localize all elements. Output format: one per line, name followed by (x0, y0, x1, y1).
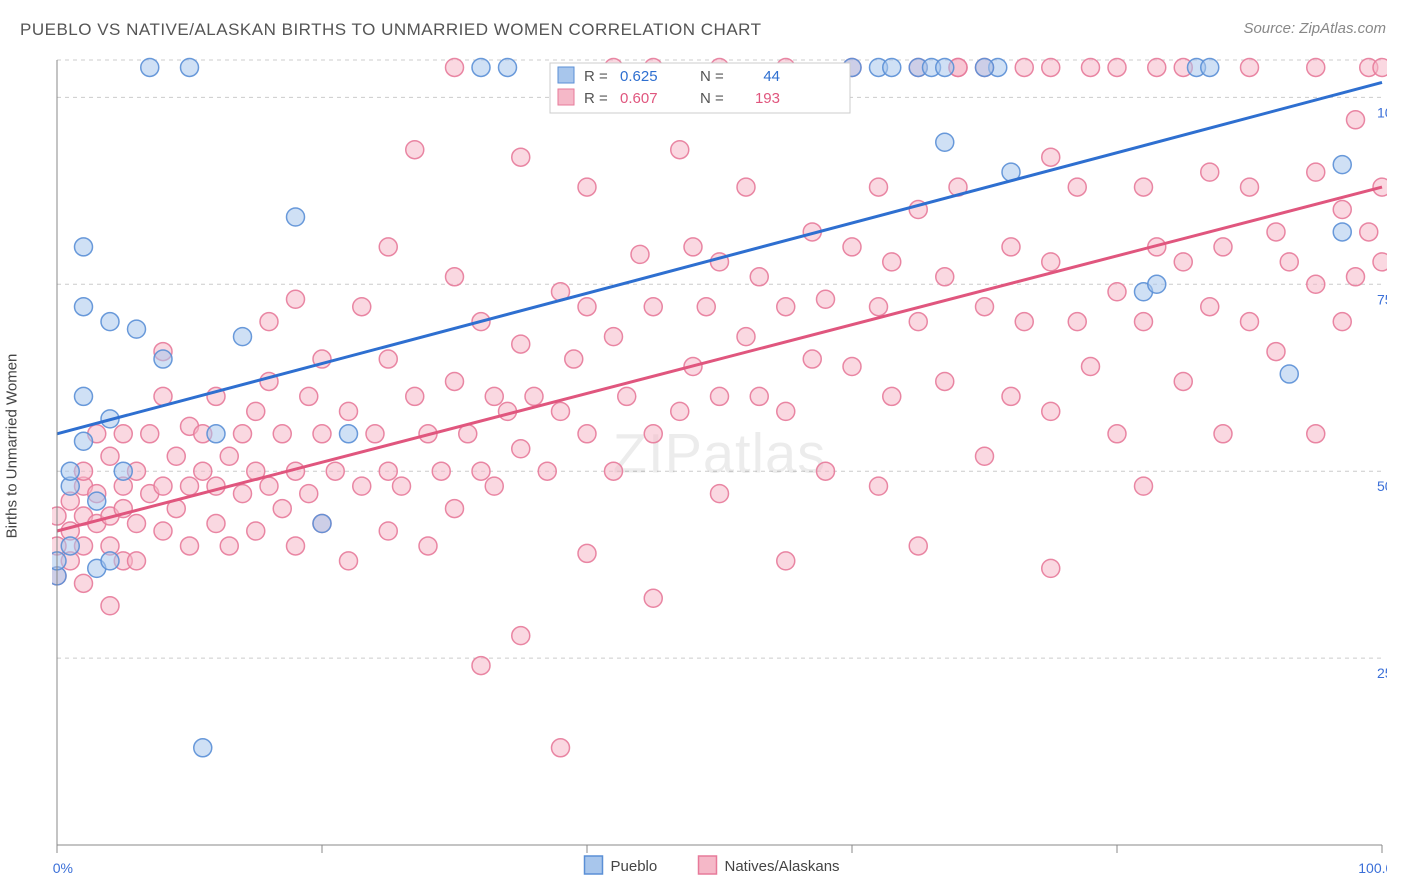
svg-text:Pueblo: Pueblo (611, 858, 658, 875)
svg-text:Natives/Alaskans: Natives/Alaskans (725, 858, 840, 875)
svg-text:0.607: 0.607 (620, 90, 658, 107)
svg-text:100.0%: 100.0% (1377, 104, 1387, 120)
chart-title: PUEBLO VS NATIVE/ALASKAN BIRTHS TO UNMAR… (20, 20, 762, 39)
svg-text:R =: R = (584, 68, 608, 85)
svg-text:44: 44 (763, 68, 780, 85)
svg-text:R =: R = (584, 90, 608, 107)
svg-text:100.0%: 100.0% (1358, 860, 1387, 876)
svg-text:75.0%: 75.0% (1377, 291, 1387, 307)
y-axis-label: Births to Unmarried Women (4, 354, 21, 539)
scatter-chart: ZIPatlas0.0%100.0%25.0%50.0%75.0%100.0%R… (52, 55, 1387, 895)
svg-text:N =: N = (700, 68, 724, 85)
chart-container: ZIPatlas0.0%100.0%25.0%50.0%75.0%100.0%R… (52, 55, 1387, 845)
svg-text:0.0%: 0.0% (52, 860, 73, 876)
svg-text:193: 193 (755, 90, 780, 107)
svg-text:25.0%: 25.0% (1377, 665, 1387, 681)
svg-text:0.625: 0.625 (620, 68, 658, 85)
svg-text:N =: N = (700, 90, 724, 107)
source-label: Source: ZipAtlas.com (1243, 20, 1386, 37)
svg-text:50.0%: 50.0% (1377, 478, 1387, 494)
